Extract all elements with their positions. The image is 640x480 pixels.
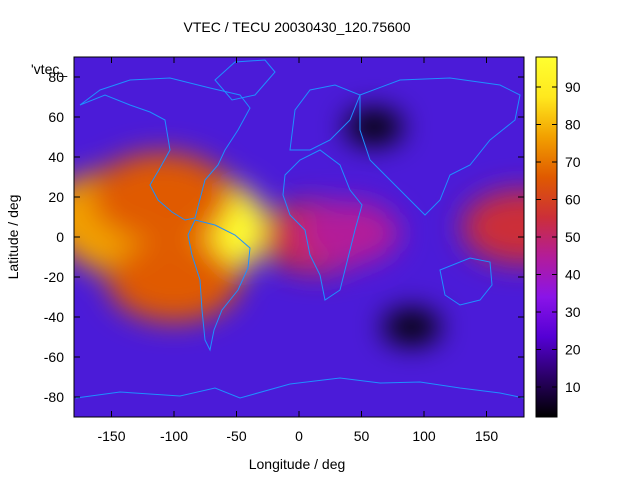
coast-asia (359, 77, 521, 216)
plot-area (74, 57, 524, 417)
colorbar-tick-label: 30 (565, 304, 581, 320)
coast-greenland (214, 59, 276, 101)
colorbar-tick-label: 60 (565, 192, 581, 208)
coast-south-america (187, 219, 251, 352)
vtec-feature-4 (90, 152, 233, 242)
x-tick-label: -50 (226, 428, 246, 444)
legend-key-label: 'vtec_ (31, 61, 67, 77)
colorbar-tick-label: 20 (565, 342, 581, 358)
y-tick-label: 40 (48, 149, 64, 165)
colorbar-tick-label: 70 (565, 154, 581, 170)
y-tick-label: -20 (44, 269, 64, 285)
y-axis-label: Latitude / deg (5, 195, 21, 280)
x-tick-label: 50 (354, 428, 370, 444)
colorbar-ticks: 10 20 30 40 50 60 70 80 90 (536, 79, 581, 395)
chart-title: VTEC / TECU 20030430_120.75600 (183, 19, 410, 35)
colorbar-tick-label: 10 (565, 379, 581, 395)
x-tick-label: -150 (97, 428, 125, 444)
y-tick-label: -40 (44, 309, 64, 325)
colorbar-tick-label: 90 (565, 79, 581, 95)
y-tick-label: 20 (48, 189, 64, 205)
x-tick-label: 100 (412, 428, 436, 444)
coast-antarctica (75, 377, 524, 399)
x-tick-label: -100 (160, 428, 188, 444)
y-tick-label: 80 (48, 69, 64, 85)
x-axis-ticks: -150 -100 -50 0 50 100 150 (97, 57, 498, 444)
coast-north-america (79, 77, 251, 221)
x-tick-label: 0 (295, 428, 303, 444)
x-tick-label: 150 (475, 428, 499, 444)
vtec-feature-8 (461, 189, 524, 265)
x-axis-label: Longitude / deg (249, 456, 346, 472)
vtec-feature-10 (345, 109, 403, 145)
y-tick-label: -60 (44, 349, 64, 365)
colorbar-tick-label: 40 (565, 267, 581, 283)
colorbar-tick-label: 50 (565, 229, 581, 245)
coastline-overlay (75, 59, 524, 399)
vtec-feature-9 (382, 309, 441, 345)
y-tick-label: 60 (48, 109, 64, 125)
coast-australia (439, 257, 493, 306)
y-tick-label: -80 (44, 389, 64, 405)
vtec-feature-7 (298, 201, 400, 265)
y-tick-label: 0 (56, 229, 64, 245)
vtec-feature-5 (108, 239, 240, 323)
y-axis-ticks: -80 -60 -40 -20 0 20 40 60 80 (44, 69, 524, 405)
vtec-field (74, 109, 524, 345)
colorbar-tick-label: 80 (565, 117, 581, 133)
